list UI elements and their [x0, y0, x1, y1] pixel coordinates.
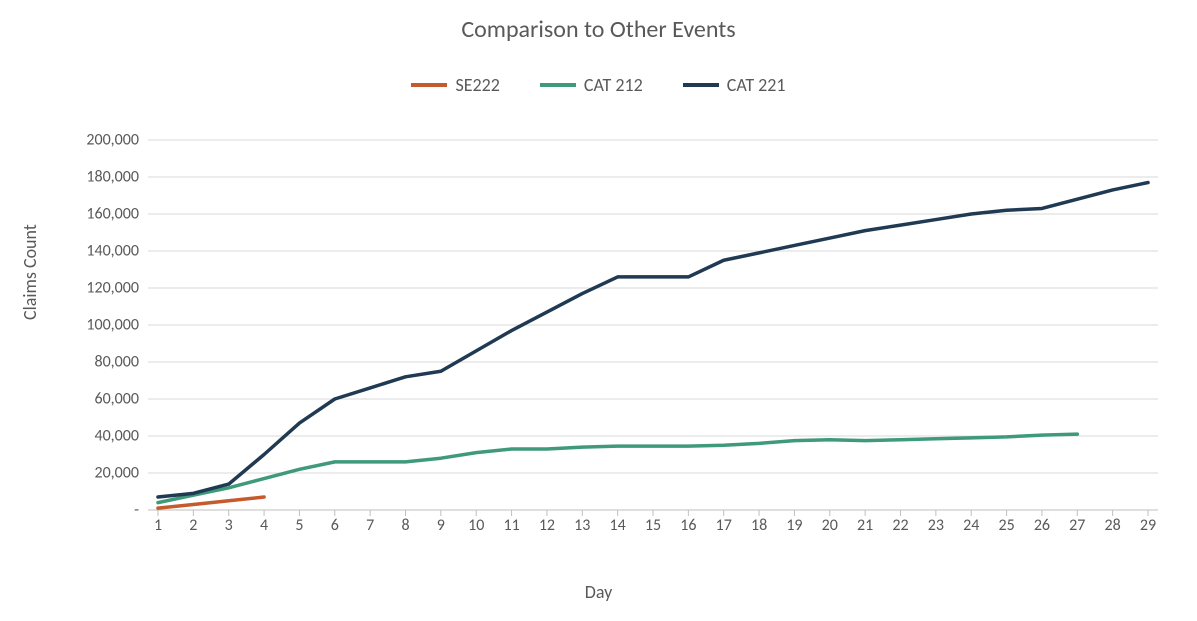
x-tick-label: 23 — [928, 516, 944, 535]
y-tick-label: 40,000 — [59, 427, 139, 446]
x-tick-label: 11 — [503, 516, 519, 535]
x-tick-label: 22 — [892, 516, 908, 535]
legend-swatch — [411, 83, 447, 87]
x-tick-label: 21 — [857, 516, 873, 535]
x-tick-label: 13 — [574, 516, 590, 535]
y-axis-title: Claims Count — [19, 224, 41, 320]
x-tick-label: 27 — [1069, 516, 1085, 535]
x-tick-label: 15 — [645, 516, 661, 535]
x-tick-label: 9 — [437, 516, 445, 535]
legend-item: CAT 221 — [683, 74, 786, 96]
legend-label: CAT 212 — [584, 74, 643, 96]
x-tick-label: 24 — [963, 516, 979, 535]
x-tick-label: 5 — [295, 516, 303, 535]
plot-area — [148, 140, 1158, 510]
y-tick-label: 20,000 — [59, 464, 139, 483]
legend: SE222 CAT 212 CAT 221 — [0, 74, 1197, 96]
x-tick-label: 7 — [366, 516, 374, 535]
y-tick-label: 100,000 — [59, 316, 139, 335]
x-tick-label: 19 — [786, 516, 802, 535]
legend-item: SE222 — [411, 74, 499, 96]
series-line — [158, 434, 1077, 502]
y-tick-label: 60,000 — [59, 390, 139, 409]
x-tick-label: 18 — [751, 516, 767, 535]
x-tick-label: 2 — [189, 516, 197, 535]
x-tick-label: 28 — [1105, 516, 1121, 535]
lines-svg — [148, 140, 1158, 510]
x-tick-label: 20 — [822, 516, 838, 535]
legend-swatch — [540, 83, 576, 87]
y-tick-label: - — [59, 501, 139, 520]
legend-label: SE222 — [455, 74, 499, 96]
x-tick-label: 14 — [610, 516, 626, 535]
x-tick-label: 4 — [260, 516, 268, 535]
legend-swatch — [683, 83, 719, 87]
x-tick-label: 3 — [225, 516, 233, 535]
x-tick-label: 26 — [1034, 516, 1050, 535]
chart-container: Comparison to Other Events SE222 CAT 212 C… — [0, 0, 1197, 621]
x-tick-label: 16 — [680, 516, 696, 535]
chart-title: Comparison to Other Events — [0, 0, 1197, 44]
y-tick-label: 180,000 — [59, 168, 139, 187]
y-tick-label: 200,000 — [59, 131, 139, 150]
x-tick-label: 25 — [998, 516, 1014, 535]
y-tick-label: 120,000 — [59, 279, 139, 298]
x-tick-label: 17 — [716, 516, 732, 535]
x-axis-title: Day — [585, 581, 613, 603]
x-tick-label: 1 — [154, 516, 162, 535]
y-tick-label: 140,000 — [59, 242, 139, 261]
legend-item: CAT 212 — [540, 74, 643, 96]
y-tick-label: 160,000 — [59, 205, 139, 224]
series-line — [158, 183, 1148, 498]
legend-label: CAT 221 — [727, 74, 786, 96]
x-tick-label: 12 — [539, 516, 555, 535]
x-tick-label: 29 — [1140, 516, 1156, 535]
x-tick-label: 10 — [468, 516, 484, 535]
x-tick-label: 6 — [331, 516, 339, 535]
y-tick-label: 80,000 — [59, 353, 139, 372]
x-tick-label: 8 — [401, 516, 409, 535]
